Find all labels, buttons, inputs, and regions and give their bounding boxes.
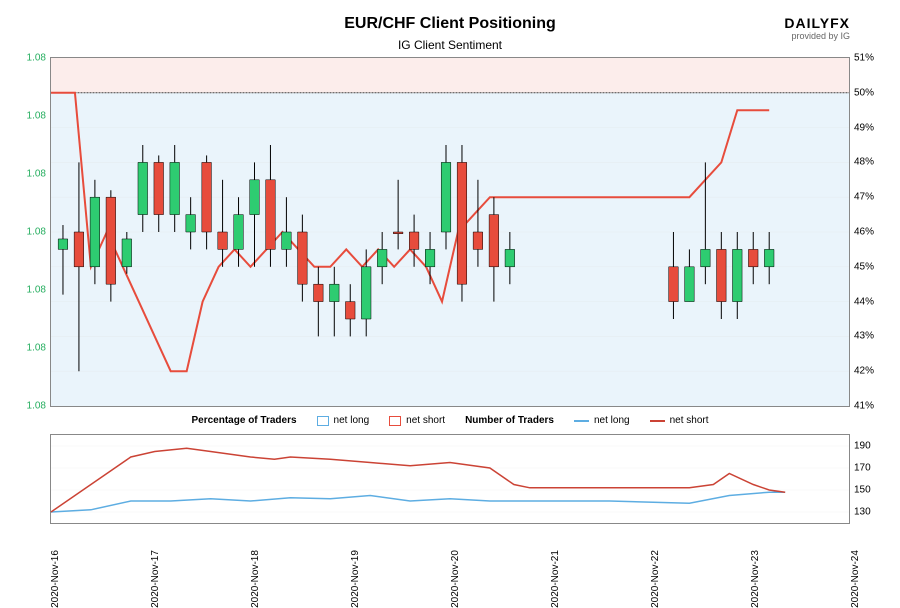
right-tick: 44% <box>854 296 884 307</box>
chart-subtitle: IG Client Sentiment <box>50 38 850 52</box>
legend-short-text: net short <box>406 415 445 426</box>
legend-netlong-pct: net long <box>317 415 370 426</box>
lower-right-tick: 150 <box>854 485 884 496</box>
legend-long-text: net long <box>334 415 370 426</box>
x-tick-label: 2020-Nov-23 <box>750 550 761 608</box>
left-tick: 1.08 <box>11 285 46 296</box>
x-tick-label: 2020-Nov-18 <box>250 550 261 608</box>
right-tick: 41% <box>854 401 884 412</box>
lower-chart: 130150170190 <box>50 434 850 524</box>
right-tick: 49% <box>854 122 884 133</box>
legend-short-text2: net short <box>670 415 709 426</box>
lower-right-tick: 170 <box>854 463 884 474</box>
legend-netshort-pct: net short <box>389 415 445 426</box>
legend-netshort-num: net short <box>650 415 709 426</box>
main-chart: 41%42%43%44%45%46%47%48%49%50%51%1.081.0… <box>50 57 850 407</box>
x-tick-label: 2020-Nov-16 <box>50 550 61 608</box>
legend-netlong-num: net long <box>574 415 630 426</box>
x-tick-label: 2020-Nov-19 <box>350 550 361 608</box>
x-tick-label: 2020-Nov-17 <box>150 550 161 608</box>
legend-pct-label: Percentage of Traders <box>192 415 297 426</box>
chart-title: EUR/CHF Client Positioning <box>50 15 850 33</box>
logo-main: DAILYFX <box>784 15 850 31</box>
logo-sub: provided by IG <box>784 31 850 41</box>
right-tick: 43% <box>854 331 884 342</box>
x-tick-label: 2020-Nov-24 <box>850 550 861 608</box>
left-tick: 1.08 <box>11 53 46 64</box>
x-axis: 2020-Nov-162020-Nov-172020-Nov-182020-No… <box>50 529 850 589</box>
legend-short-box <box>389 416 401 426</box>
main-chart-svg <box>51 58 849 406</box>
legend-long-text2: net long <box>594 415 630 426</box>
legend: Percentage of Traders net long net short… <box>50 415 850 426</box>
lower-chart-svg <box>51 435 849 523</box>
lower-right-tick: 190 <box>854 441 884 452</box>
lower-right-tick: 130 <box>854 507 884 518</box>
left-tick: 1.08 <box>11 401 46 412</box>
x-tick-label: 2020-Nov-20 <box>450 550 461 608</box>
left-tick: 1.08 <box>11 227 46 238</box>
legend-long-box <box>317 416 329 426</box>
right-tick: 46% <box>854 227 884 238</box>
x-tick-label: 2020-Nov-22 <box>650 550 661 608</box>
legend-short-line <box>650 420 665 422</box>
right-tick: 50% <box>854 87 884 98</box>
left-tick: 1.08 <box>11 169 46 180</box>
right-tick: 45% <box>854 261 884 272</box>
left-tick: 1.08 <box>11 111 46 122</box>
x-tick-label: 2020-Nov-21 <box>550 550 561 608</box>
right-tick: 47% <box>854 192 884 203</box>
chart-container: DAILYFX provided by IG EUR/CHF Client Po… <box>0 0 900 600</box>
right-tick: 42% <box>854 366 884 377</box>
legend-long-line <box>574 420 589 422</box>
logo-block: DAILYFX provided by IG <box>784 15 850 41</box>
right-tick: 48% <box>854 157 884 168</box>
legend-num-label: Number of Traders <box>465 415 554 426</box>
right-tick: 51% <box>854 53 884 64</box>
left-tick: 1.08 <box>11 343 46 354</box>
